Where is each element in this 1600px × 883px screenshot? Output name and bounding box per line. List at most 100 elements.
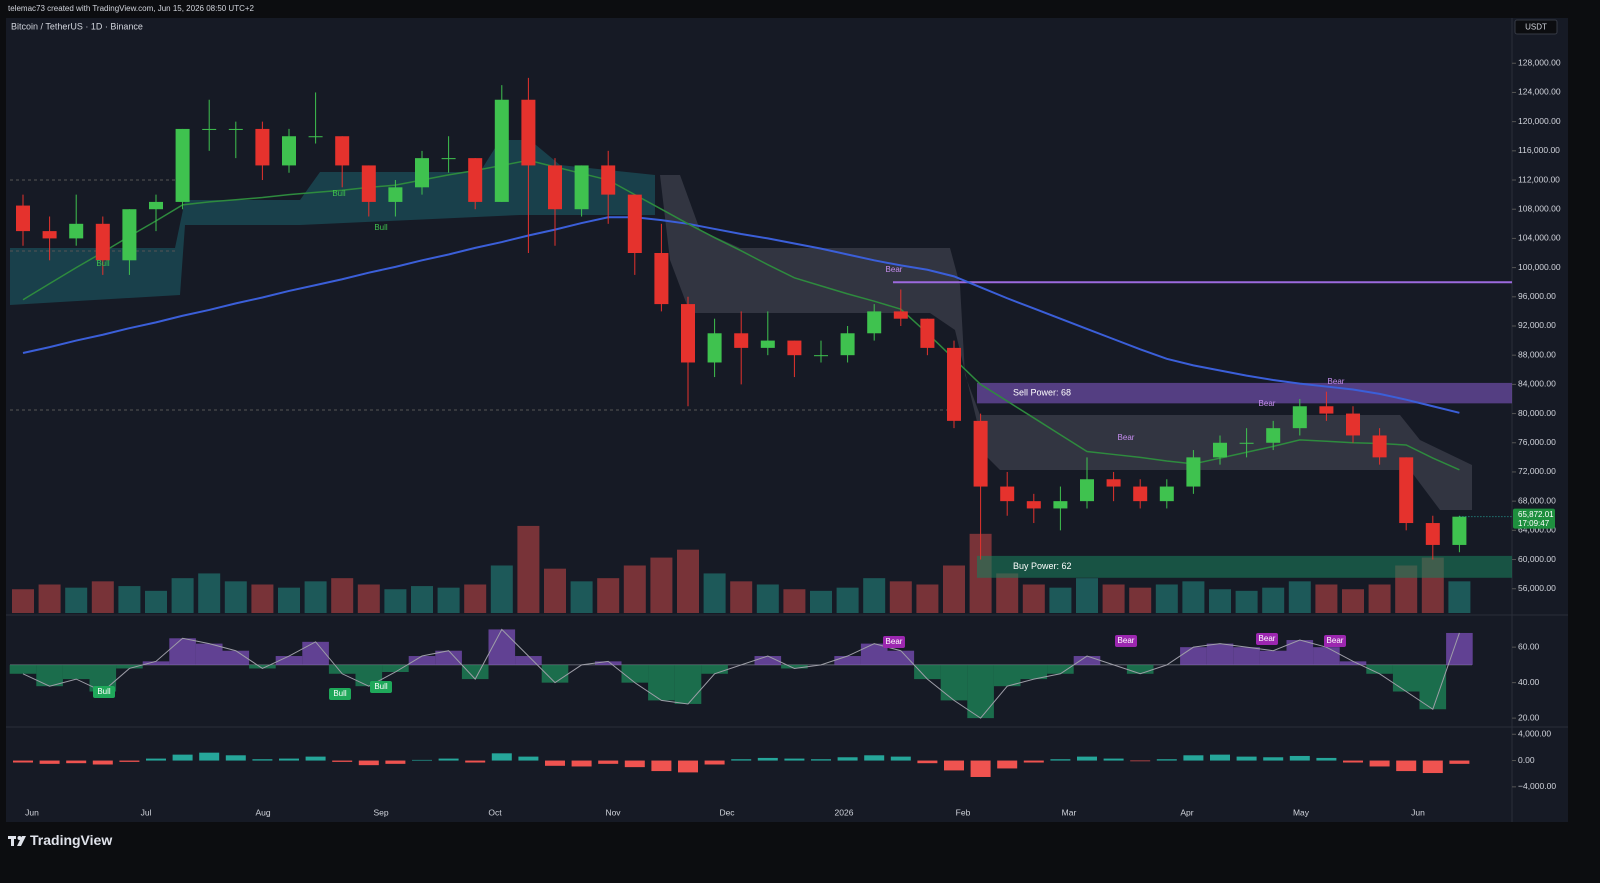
candle-body <box>95 223 110 261</box>
zone-label: Sell Power: 68 <box>1013 388 1071 398</box>
macd-histogram-bar <box>1263 757 1284 761</box>
price-tick-label: 124,000.00 <box>1518 87 1561 97</box>
rsi-line <box>22 628 1460 719</box>
price-tick-label: 116,000.00 <box>1518 145 1560 155</box>
candle-body <box>1080 479 1094 502</box>
volume-bar <box>570 581 593 613</box>
volume-bar <box>1262 587 1285 613</box>
candle-body <box>1425 523 1440 545</box>
time-axis: Jun Jul Aug Sep Oct Nov Dec 2026 Feb Mar… <box>25 807 1425 817</box>
price-tick-label: 128,000.00 <box>1518 57 1561 67</box>
rsi-bar <box>328 664 356 674</box>
trend-cloud <box>10 140 655 305</box>
macd-histogram-bar <box>199 752 220 761</box>
volume-bar <box>650 557 673 613</box>
macd-histogram-bar <box>970 760 991 777</box>
candle-body <box>787 340 802 356</box>
macd-histogram-bar <box>518 756 539 761</box>
candle-body <box>42 231 57 239</box>
volume-bar <box>1315 584 1338 613</box>
candle-body <box>202 128 217 130</box>
volume-bar <box>916 584 939 613</box>
signal-label: Bear <box>1259 399 1276 408</box>
volume-bar <box>544 568 566 613</box>
candle-body <box>840 333 855 356</box>
macd-histogram-bar <box>731 759 752 761</box>
candle-body <box>1053 501 1068 509</box>
candle-body <box>282 136 296 166</box>
volume-bar <box>384 589 407 613</box>
macd-histogram-bar <box>1422 760 1443 774</box>
signal-label: Bull <box>374 223 388 232</box>
macd-histogram-bar <box>305 756 326 761</box>
brand: TradingView <box>30 832 112 848</box>
signal-badge <box>1256 633 1278 645</box>
macd-histogram-bar <box>784 758 805 761</box>
rsi-bar <box>62 664 90 680</box>
rsi-bar <box>860 643 888 665</box>
volume-bar <box>597 578 620 613</box>
candle-body <box>308 136 323 138</box>
volume-bar <box>677 549 699 613</box>
rsi-bar <box>169 638 196 665</box>
rsi-bar <box>1047 664 1074 674</box>
volume-bar <box>118 586 141 613</box>
rsi-bar <box>1180 647 1207 665</box>
rsi-bar <box>275 656 303 665</box>
macd-histogram-bar <box>465 760 486 763</box>
rsi-signal-label: Bear <box>1327 636 1344 645</box>
price-tick-label: 56,000.00 <box>1518 583 1556 593</box>
candle-body <box>867 311 882 334</box>
macd-histogram-bar <box>1369 760 1390 767</box>
volume-bar <box>889 581 912 613</box>
volume-bar <box>251 584 274 613</box>
macd-histogram-bar <box>225 755 246 761</box>
volume-bar <box>1448 581 1471 613</box>
volume-bar <box>996 573 1019 613</box>
macd-histogram-bar <box>1449 760 1470 764</box>
last-price: 65,872.01 <box>1518 510 1554 519</box>
candle-body <box>920 318 935 348</box>
logo-part <box>11 836 14 846</box>
macd-histogram-bar <box>412 759 432 761</box>
macd-histogram-bar <box>757 757 778 761</box>
candle-body <box>947 347 961 421</box>
macd-histogram-bar <box>1023 760 1044 763</box>
volume-bar <box>1209 589 1231 613</box>
candle-body <box>494 99 509 202</box>
candle-body <box>122 209 137 261</box>
candle-body <box>255 128 270 166</box>
brand-logo <box>8 836 26 846</box>
signal-badge <box>329 688 351 700</box>
rsi-bar <box>834 656 861 665</box>
time-label: Feb <box>956 807 971 817</box>
rsi-bar <box>435 650 462 665</box>
rsi-bar <box>222 650 250 665</box>
rsi-bar <box>408 656 436 665</box>
volume-bar <box>1129 587 1152 613</box>
volume-bar <box>1342 589 1364 613</box>
rsi-bar <box>594 661 622 665</box>
volume-bar <box>91 581 114 613</box>
candle-body <box>1292 406 1307 429</box>
candle-body <box>228 128 243 130</box>
macd-histogram-bar <box>837 757 858 761</box>
rsi-bar <box>249 664 276 669</box>
macd-histogram-bar <box>438 758 459 761</box>
volume-bar <box>623 565 646 613</box>
price-tick-label: 108,000.00 <box>1518 203 1561 213</box>
price-tick-label: 112,000.00 <box>1518 174 1560 184</box>
candle-body <box>16 205 30 232</box>
rsi-signal-label: Bear <box>1118 636 1135 645</box>
candle-body <box>1213 442 1227 458</box>
countdown: 17:09:47 <box>1518 519 1550 528</box>
price-tick-label: 92,000.00 <box>1518 320 1556 330</box>
rsi-bar <box>1419 664 1447 710</box>
volume-bar <box>810 590 832 613</box>
last-price-box <box>1513 508 1555 529</box>
candle-body <box>335 136 350 166</box>
rsi-bar <box>701 664 728 674</box>
time-label: Jun <box>1411 807 1425 817</box>
candle-body <box>548 165 562 210</box>
rsi-tick-label: 60.00 <box>1518 641 1540 651</box>
